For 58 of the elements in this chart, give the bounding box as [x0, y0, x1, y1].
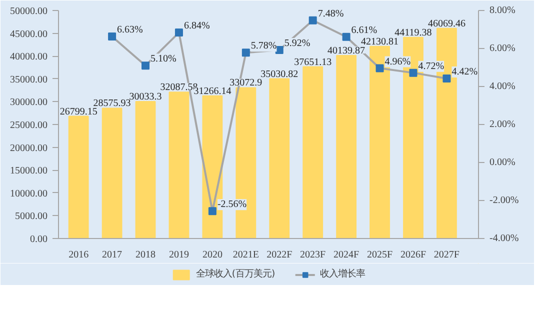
data-label: 4.42%: [452, 66, 478, 78]
bar: [135, 101, 156, 238]
data-label: 5.92%: [284, 38, 310, 50]
y-tick-label: 30000.00: [10, 97, 48, 108]
x-tick-label: 2020: [202, 250, 222, 260]
x-tick-label: 2025F: [366, 250, 393, 260]
data-label: 42130.81: [361, 36, 399, 48]
y-tick-label: 10000.00: [10, 188, 48, 200]
x-tick-label: 2019: [168, 250, 189, 260]
bar: [336, 54, 357, 238]
y-tick-label: 20000.00: [10, 142, 48, 154]
x-tick-label: 2027F: [434, 250, 460, 260]
data-label: 6.61%: [351, 24, 378, 36]
y-tick-label: 35000.00: [10, 74, 48, 86]
y-tick-label: 25000.00: [10, 120, 48, 131]
x-tick-label: 2018: [136, 250, 156, 260]
data-label: 40139.87: [328, 45, 366, 56]
bar: [68, 116, 89, 238]
y2-tick-label: 4.00%: [490, 81, 516, 92]
y-tick-label: 45000.00: [10, 28, 48, 40]
bar: [168, 92, 190, 238]
x-tick-label: 2021E: [232, 250, 259, 260]
y-tick-label: 0.00: [30, 234, 48, 245]
y-tick-label: 15000.00: [10, 166, 48, 177]
y2-tick-label: 8.00%: [490, 5, 516, 16]
data-label: 5.10%: [150, 54, 176, 65]
data-label: 44119.38: [394, 27, 432, 38]
x-tick-label: 2023F: [300, 250, 326, 260]
data-label: 46069.46: [428, 18, 466, 30]
data-label: 4.72%: [418, 60, 444, 72]
data-label: 35030.82: [260, 68, 298, 80]
bar: [302, 66, 324, 238]
y-tick-label: 40000.00: [10, 52, 48, 63]
x-tick-label: 2026F: [400, 250, 426, 260]
y2-tick-label: -2.00%: [490, 195, 519, 206]
y2-tick-label: 2.00%: [490, 119, 516, 130]
data-label: 4.96%: [384, 56, 411, 68]
data-label: 6.84%: [184, 20, 210, 32]
x-tick-label: 2016: [68, 250, 89, 260]
data-label: 6.63%: [117, 24, 143, 36]
data-label: 7.48%: [318, 8, 344, 20]
y2-tick-label: -4.00%: [490, 233, 519, 244]
bar: [269, 78, 290, 238]
data-label: -2.56%: [217, 199, 247, 210]
legend-label: 全球收入(百万美元): [196, 268, 276, 280]
x-tick-label: 2022F: [266, 250, 293, 260]
data-label: 30033.3: [129, 92, 162, 103]
y2-tick-label: 0.00%: [490, 157, 516, 168]
data-label: 37651.13: [294, 56, 332, 68]
data-label: 5.78%: [250, 40, 277, 52]
y-tick-label: 5000.00: [15, 211, 48, 222]
data-label: 33072.9: [230, 78, 262, 89]
legend-label: 收入增长率: [320, 268, 366, 280]
y-tick-label: 50000.00: [10, 6, 48, 17]
bar: [102, 108, 122, 238]
x-tick-label: 2024F: [334, 250, 360, 260]
x-tick-label: 2017: [102, 250, 122, 260]
y2-tick-label: 6.00%: [490, 43, 516, 54]
